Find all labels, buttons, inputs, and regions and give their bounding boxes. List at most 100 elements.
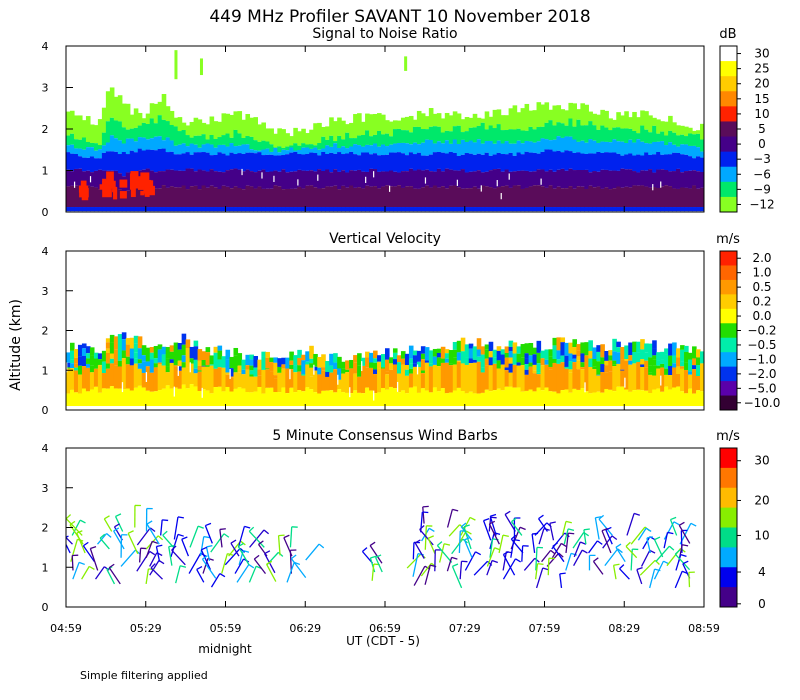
vv-cell [129,337,135,349]
snr-cell [492,207,498,212]
vv-cell [145,390,151,407]
vv-cell [692,346,697,359]
panel-title: 5 Minute Consensus Wind Barbs [272,428,497,444]
snr-cell [512,185,518,208]
snr-cell [181,130,187,144]
vv-cell [249,359,255,366]
snr-cell [496,124,502,141]
snr-cell [600,169,605,189]
snr-cell [420,155,426,171]
snr-cell [237,153,243,170]
vv-gap [373,390,375,401]
vv-cell [73,367,79,371]
vv-cell [404,365,410,370]
vv-cell [281,368,286,388]
snr-cell [568,207,574,212]
snr-cell [392,171,398,187]
snr-cell [700,151,704,158]
vv-cell [560,355,566,363]
vv-cell [113,388,119,407]
snr-cell [684,187,689,208]
vv-cell [89,355,95,366]
vv-cell [269,371,274,388]
vv-cell [217,367,223,387]
wind-barb-staff [504,514,516,532]
snr-cell [684,207,689,212]
snr-cell [289,136,294,146]
snr-cell [672,188,677,208]
vv-cell [337,356,342,369]
vv-cell [436,352,442,358]
vv-cell [628,391,633,407]
snr-cell [265,188,270,208]
snr-cell [145,124,151,140]
wind-barb-flag [674,549,681,555]
snr-cell [568,186,574,208]
snr-cell [528,110,534,127]
wind-barb-flag [491,559,498,564]
snr-cell [217,152,223,172]
vv-cell [173,366,179,388]
snr-cell [468,127,474,141]
snr-cell [392,152,398,172]
vv-cell [181,367,187,385]
snr-cell [584,125,589,143]
y-tick-label: 2 [42,522,49,535]
snr-cell [297,207,302,212]
colorbar-swatch [720,166,737,183]
vv-cell [201,389,207,407]
vv-cell [388,386,394,407]
wind-barb-staff [149,552,158,567]
snr-cell [628,117,633,129]
vv-cell [337,389,342,407]
snr-cell [73,139,79,149]
vv-cell [540,358,546,366]
vv-cell [400,390,406,407]
snr-cell [696,147,701,157]
snr-cell [696,133,701,148]
snr-cell [696,207,701,212]
snr-cell [568,151,574,169]
vv-cell [177,349,183,361]
snr-cell [141,207,147,212]
vv-cell [101,361,107,370]
wind-barb-flag [460,522,467,528]
wind-barb-staff [489,516,497,536]
snr-cell [656,119,661,134]
snr-cell [540,207,546,212]
vv-cell [341,392,346,407]
snr-cell [520,130,526,144]
vv-cell [456,387,462,407]
snr-cell [209,185,215,208]
snr-cell [165,137,171,153]
snr-cell [293,188,298,208]
vv-cell [109,386,115,407]
wind-barb-staff [424,564,431,585]
vv-cell [552,345,558,359]
snr-cell [241,137,247,145]
vv-cell [113,365,119,389]
snr-cell [193,135,199,145]
vv-cell [133,343,139,353]
snr-cell [408,168,414,187]
snr-cell [548,169,554,186]
vv-cell [592,369,597,393]
vv-cell [66,368,71,394]
vv-cell [640,390,645,407]
snr-cell [245,144,251,153]
snr-cell [285,146,290,151]
wind-barb-flag [162,519,169,522]
snr-cell [496,168,502,188]
snr-cell [93,125,99,144]
wind-barb-flag [549,521,556,524]
vv-cell [69,368,75,390]
vv-cell [193,386,199,407]
snr-gap [652,184,654,191]
wind-barb-staff [82,545,95,563]
snr-cell [381,155,386,172]
snr-cell [692,207,697,212]
wind-barb-flag [649,549,656,554]
snr-cell [117,121,123,141]
vv-cell [337,368,342,380]
snr-cell [596,207,601,212]
